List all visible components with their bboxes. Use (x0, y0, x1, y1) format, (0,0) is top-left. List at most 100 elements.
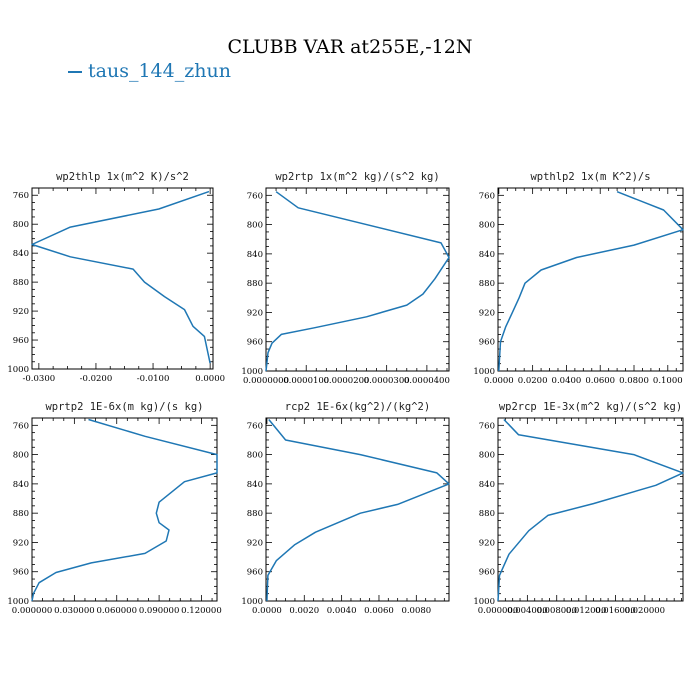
panel-title: rcp2 1E-6x(kg^2)/(kg^2) (285, 401, 430, 413)
y-tick-label: 880 (13, 278, 29, 288)
x-tick-label: 0.000000 (12, 606, 53, 616)
series-line (265, 191, 450, 372)
panel-2: wp2rtp 1x(m^2 kg)/(s^2 kg) 760 800 840 880 92… (241, 171, 450, 386)
y-tick-label: 920 (479, 308, 495, 318)
y-tick-label: 880 (247, 279, 263, 289)
y-tick-label: 760 (13, 421, 29, 431)
y-tick-label: 800 (479, 221, 495, 231)
plot-frame (497, 417, 684, 602)
x-tick-label: 0.030000 (54, 606, 95, 616)
y-tick-label: 1000 (241, 597, 263, 607)
legend-entry: taus_144_zhun (68, 60, 231, 82)
series-line (497, 418, 684, 602)
x-tick-label: 0.0800 (619, 376, 649, 386)
x-tick-label: 0.0200 (518, 376, 548, 386)
series-line (31, 190, 211, 364)
y-tick-label: 800 (247, 451, 263, 461)
y-tick-label: 800 (13, 451, 29, 461)
plot-frame (265, 187, 450, 372)
y-tick-label: 960 (247, 338, 263, 348)
panel-1: wp2thlp 1x(m^2 K)/s^2 760 800 840 880 920 960 1… (7, 171, 225, 384)
x-tick-label: 0.0000100 (283, 376, 329, 386)
x-tick-label: 0.120000 (181, 606, 222, 616)
x-tick-label: 0.0600 (585, 376, 615, 386)
y-tick-label: 840 (479, 480, 495, 490)
plot-frame (31, 187, 214, 370)
y-tick-label: 920 (13, 538, 29, 548)
y-tick-label: 1000 (7, 597, 29, 607)
y-tick-label: 960 (13, 568, 29, 578)
plot-frame (265, 417, 450, 602)
x-tick-label: 0.020000 (625, 606, 666, 616)
panel-4: wprtp2 1E-6x(m kg)/(s kg) 760 800 840 880 920… (7, 401, 221, 616)
legend-line-icon (68, 71, 82, 73)
y-tick-label: 960 (479, 338, 495, 348)
y-tick-label: 840 (13, 480, 29, 490)
x-tick-label: 0.090000 (139, 606, 180, 616)
series-line (31, 418, 218, 602)
y-tick-label: 760 (479, 191, 495, 201)
y-tick-label: 880 (479, 509, 495, 519)
x-tick-label: 0.0000300 (364, 376, 410, 386)
panel-6: wp2rcp 1E-3x(m^2 kg)/(s^2 kg) 760 800 840 88… (473, 401, 684, 616)
x-tick-label: 0.016000 (595, 606, 636, 616)
y-tick-label: 960 (247, 568, 263, 578)
y-tick-label: 760 (13, 191, 29, 201)
panel-5: rcp2 1E-6x(kg^2)/(kg^2) 760 800 840 880 920 96… (241, 401, 450, 616)
y-tick-label: 760 (247, 421, 263, 431)
legend-label: taus_144_zhun (88, 60, 231, 82)
y-tick-label: 800 (13, 220, 29, 230)
y-tick-label: 800 (247, 221, 263, 231)
series-line (266, 419, 450, 602)
y-tick-label: 960 (479, 568, 495, 578)
x-tick-label: 0.012000 (566, 606, 607, 616)
x-tick-label: -0.0300 (23, 374, 56, 384)
panel-title: wp2rtp 1x(m^2 kg)/(s^2 kg) (275, 171, 439, 183)
x-tick-label: 0.1000 (653, 376, 683, 386)
y-tick-label: 1000 (473, 597, 495, 607)
x-tick-label: 0.0000000 (243, 376, 289, 386)
y-tick-label: 880 (13, 509, 29, 519)
panel-title: wp2thlp 1x(m^2 K)/s^2 (56, 171, 189, 183)
x-tick-label: 0.0000 (252, 606, 282, 616)
series-line (498, 191, 684, 372)
panel-title: wp2rcp 1E-3x(m^2 kg)/(s^2 kg) (499, 401, 682, 413)
x-tick-label: 0.0080 (401, 606, 431, 616)
panel-title: wprtp2 1E-6x(m kg)/(s kg) (45, 401, 203, 413)
x-tick-label: 0.0000 (195, 374, 225, 384)
x-tick-label: 0.0000200 (323, 376, 369, 386)
x-tick-label: -0.0200 (80, 374, 113, 384)
y-tick-label: 920 (479, 538, 495, 548)
x-tick-label: 0.0040 (327, 606, 357, 616)
x-tick-label: 0.0060 (364, 606, 394, 616)
y-tick-label: 1000 (473, 367, 495, 377)
x-tick-label: 0.0000400 (404, 376, 450, 386)
y-tick-label: 920 (13, 307, 29, 317)
y-tick-label: 920 (247, 538, 263, 548)
y-tick-label: 960 (13, 336, 29, 346)
x-tick-label: 0.0400 (552, 376, 582, 386)
x-tick-label: 0.0000 (484, 376, 514, 386)
y-tick-label: 880 (247, 509, 263, 519)
y-tick-label: 840 (247, 480, 263, 490)
y-tick-label: 840 (247, 250, 263, 260)
panel-title: wpthlp2 1x(m K^2)/s (530, 171, 650, 183)
plot-frame (31, 417, 218, 602)
y-tick-label: 1000 (241, 367, 263, 377)
x-tick-label: 0.060000 (96, 606, 137, 616)
y-tick-label: 1000 (7, 365, 29, 375)
x-tick-label: 0.004000 (507, 606, 548, 616)
x-tick-label: 0.000000 (478, 606, 519, 616)
x-tick-label: 0.008000 (536, 606, 577, 616)
plot-frame (497, 187, 684, 372)
chart-title: CLUBB VAR at255E,-12N (227, 36, 473, 58)
y-tick-label: 800 (479, 451, 495, 461)
y-tick-label: 920 (247, 308, 263, 318)
panel-3: wpthlp2 1x(m K^2)/s 760 800 840 880 920 960 100… (473, 171, 684, 386)
y-tick-label: 760 (247, 191, 263, 201)
y-tick-label: 840 (13, 249, 29, 259)
x-tick-label: 0.0020 (289, 606, 319, 616)
y-tick-label: 760 (479, 421, 495, 431)
x-tick-label: -0.0100 (137, 374, 170, 384)
